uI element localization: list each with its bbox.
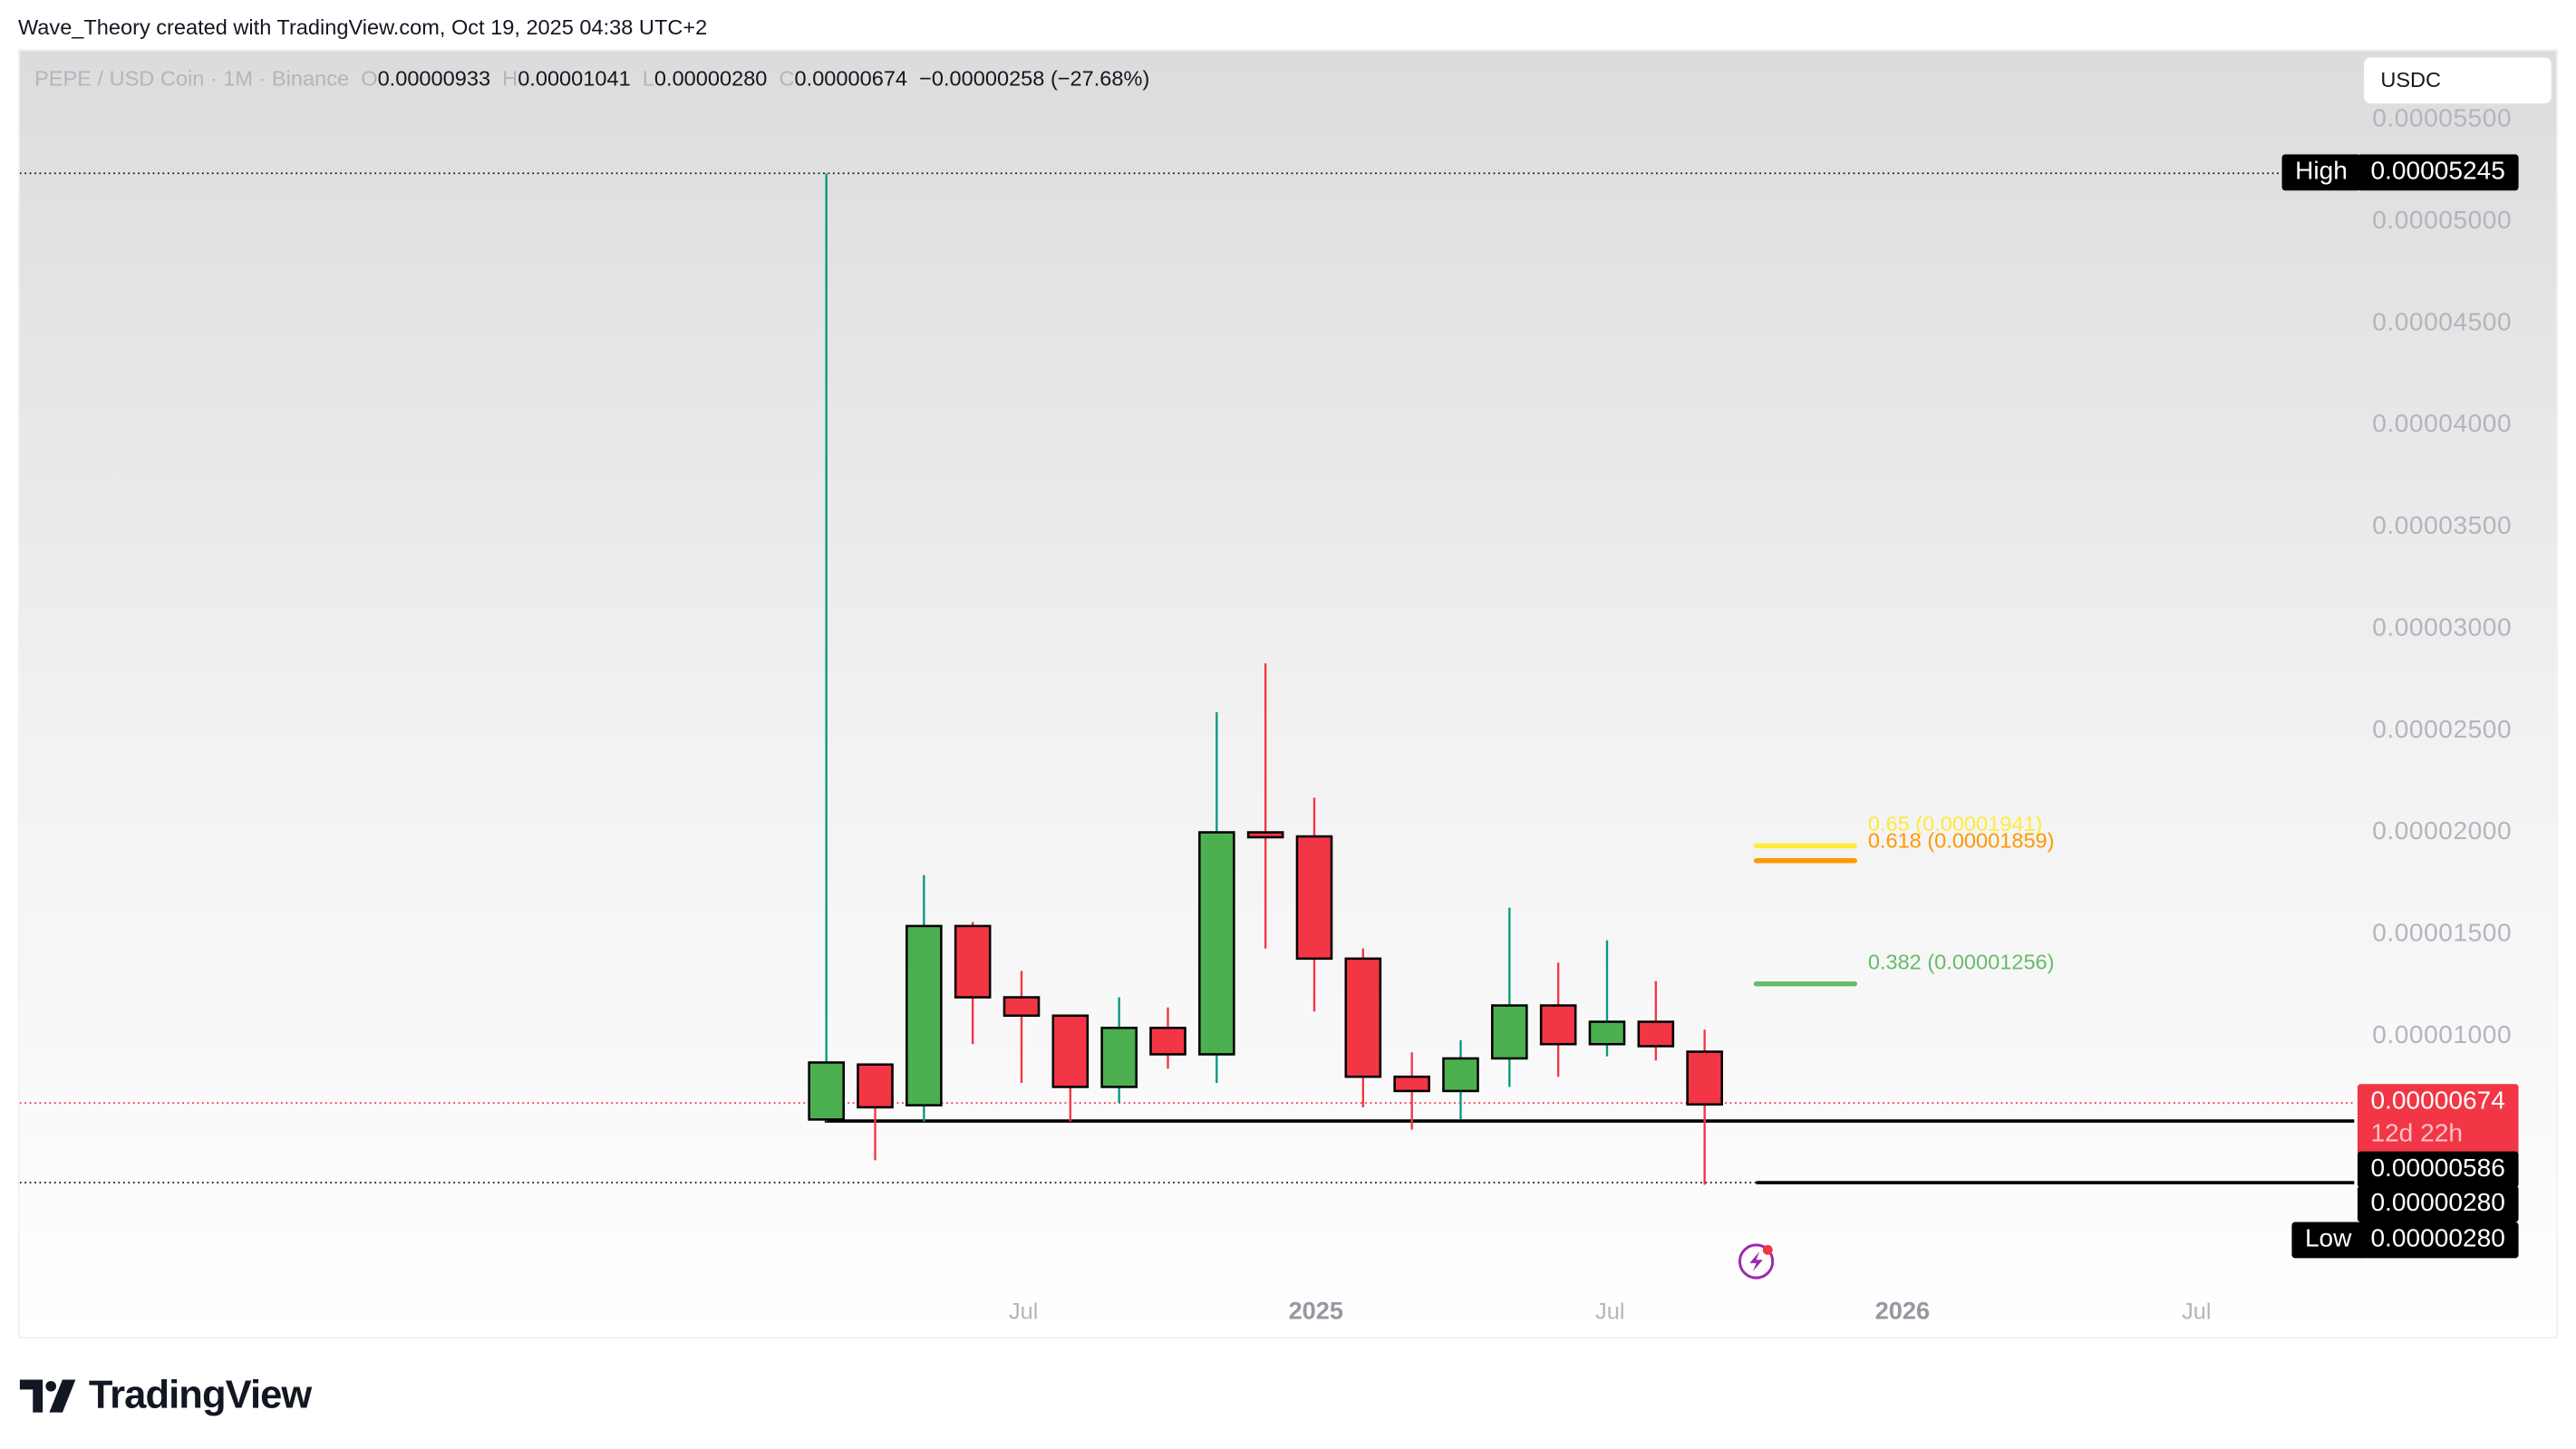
candle <box>1295 835 1333 961</box>
price-tick: 0.00004500 <box>2372 308 2513 337</box>
bar-countdown: 12d 22h <box>2370 1120 2463 1148</box>
close-label: C <box>779 65 795 91</box>
candle <box>1051 1014 1089 1088</box>
fib-0382-label: 0.382 (0.00001256) <box>1867 949 2055 974</box>
low-tag: Low <box>2291 1222 2365 1259</box>
price-tick: 0.00002500 <box>2372 716 2513 745</box>
high-price-badge: 0.00005245 <box>2357 154 2519 191</box>
candles <box>808 173 1723 1185</box>
credit-line: Wave_Theory created with TradingView.com… <box>17 14 708 40</box>
low-line-price-badge: 0.00000280 <box>2357 1185 2519 1222</box>
candle <box>857 1063 894 1109</box>
low-price-badge: 0.00000280 <box>2357 1222 2519 1259</box>
price-tick: 0.00002000 <box>2372 817 2513 846</box>
tradingview-logo-icon <box>19 1379 76 1413</box>
last-price-badge: 0.00000674 12d 22h <box>2357 1084 2519 1154</box>
tradingview-logo: TradingView <box>19 1373 312 1419</box>
candle <box>1002 996 1041 1018</box>
support-price-badge: 0.00000586 <box>2357 1151 2519 1188</box>
low-value: 0.00000280 <box>654 65 768 91</box>
candle <box>1637 1020 1675 1048</box>
candle <box>1393 1075 1430 1093</box>
currency-button[interactable]: USDC <box>2364 57 2552 104</box>
time-tick: 2025 <box>1288 1297 1344 1326</box>
candle <box>808 1061 845 1121</box>
time-tick: Jul <box>1595 1297 1625 1324</box>
price-tick: 0.00001000 <box>2372 1021 2513 1050</box>
candle <box>1491 1004 1528 1060</box>
price-tick: 0.00004000 <box>2372 411 2513 439</box>
candle <box>1149 1026 1186 1056</box>
chart-pane[interactable]: PEPE / USD Coin · 1M · Binance O0.000009… <box>17 49 2559 1339</box>
fib-0618-label: 0.618 (0.00001859) <box>1867 827 2055 853</box>
candle <box>1588 1020 1626 1046</box>
last-price-value: 0.00000674 <box>2370 1087 2505 1116</box>
high-label: H <box>502 65 518 91</box>
high-tag: High <box>2281 154 2361 191</box>
candle <box>954 924 992 999</box>
time-tick: Jul <box>2182 1297 2212 1324</box>
close-value: 0.00000674 <box>794 65 908 91</box>
candle <box>1686 1050 1723 1106</box>
open-label: O <box>361 65 378 91</box>
symbol-label[interactable]: PEPE / USD Coin · 1M · Binance <box>34 65 350 91</box>
price-tick: 0.00003000 <box>2372 613 2513 642</box>
lightning-alert-icon <box>1738 1243 1775 1280</box>
price-tick: 0.00001500 <box>2372 920 2513 948</box>
candle <box>1246 831 1284 839</box>
high-value: 0.00001041 <box>518 65 631 91</box>
price-tick: 0.00005500 <box>2372 105 2513 133</box>
time-tick: 2026 <box>1874 1297 1931 1326</box>
ohlc-legend: PEPE / USD Coin · 1M · Binance O0.000009… <box>34 66 1149 91</box>
candle <box>1198 831 1235 1056</box>
change-value: −0.00000258 (−27.68%) <box>919 65 1150 91</box>
fib-065-label: 0.65 (0.00001941) <box>1867 811 2043 836</box>
logo-text: TradingView <box>88 1373 312 1418</box>
candle <box>1539 1004 1577 1046</box>
open-value: 0.00000933 <box>377 65 491 91</box>
price-tick: 0.00005000 <box>2372 207 2513 236</box>
candle <box>1100 1026 1138 1088</box>
time-tick: Jul <box>1008 1297 1039 1324</box>
price-tick: 0.00003500 <box>2372 512 2513 541</box>
low-label: L <box>642 65 654 91</box>
candlestick-chart[interactable] <box>19 51 2558 1338</box>
candle <box>905 924 943 1106</box>
candle <box>1442 1057 1479 1093</box>
candle <box>1344 957 1382 1078</box>
